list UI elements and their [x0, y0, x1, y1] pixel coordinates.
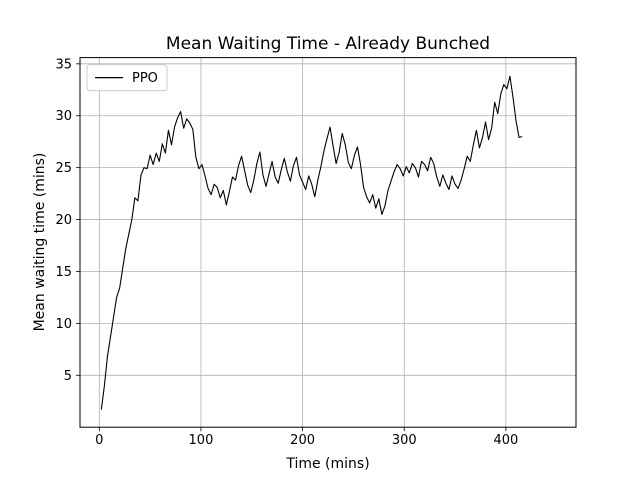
x-tick-label: 200: [290, 433, 315, 448]
x-tick-label: 100: [189, 433, 214, 448]
x-tick-label: 300: [392, 433, 417, 448]
x-tick-label: 0: [95, 433, 103, 448]
y-axis: 5 10 15 20 25 30 35: [55, 57, 80, 384]
y-tick-label: 15: [55, 265, 72, 280]
y-axis-label: Mean waiting time (mins): [32, 153, 48, 332]
chart-title: Mean Waiting Time - Already Bunched: [166, 34, 490, 54]
y-tick-label: 25: [55, 161, 72, 176]
x-tick-label: 400: [493, 433, 518, 448]
y-tick-label: 5: [64, 369, 72, 384]
y-tick-label: 30: [55, 109, 72, 124]
y-tick-label: 35: [55, 57, 72, 72]
series-line-ppo: [100, 75, 523, 410]
x-axis-label: Time (mins): [285, 456, 369, 472]
legend-label: PPO: [132, 71, 158, 86]
legend: PPO: [86, 64, 168, 92]
y-tick-label: 20: [55, 213, 72, 228]
legend-box: [86, 64, 168, 92]
plot-frame: [79, 57, 577, 428]
series-layer: [100, 75, 523, 410]
y-tick-label: 10: [55, 317, 72, 332]
x-axis: 0 100 200 300 400: [95, 427, 518, 448]
